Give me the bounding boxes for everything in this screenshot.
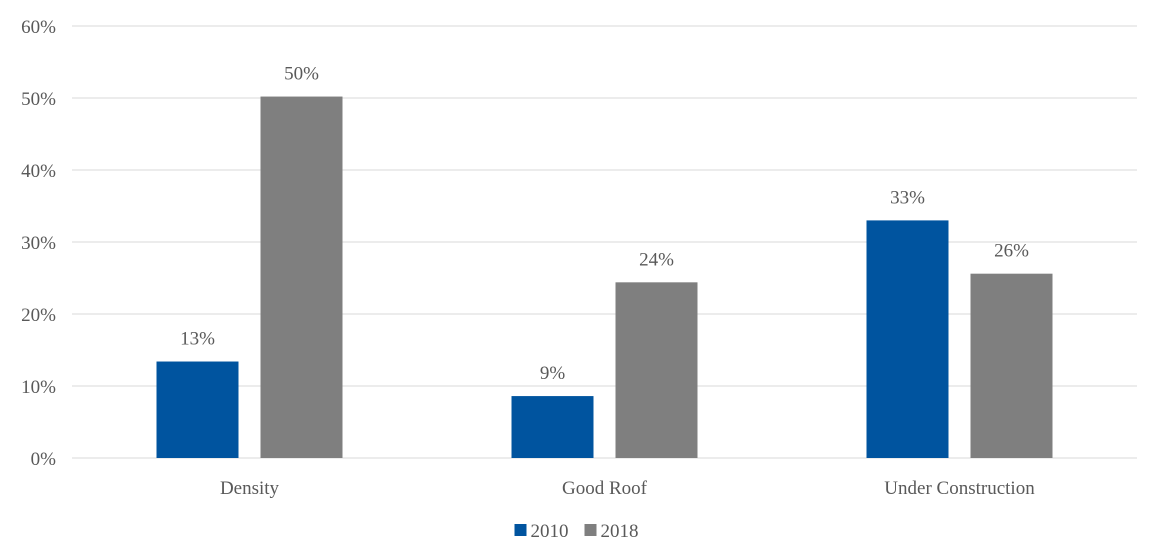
- data-labels: 13% 50% 9% 24% 33% 26%: [180, 64, 1029, 385]
- legend-swatch: [584, 524, 597, 536]
- category-label: Under Construction: [884, 478, 1035, 499]
- bars: [156, 96, 1053, 458]
- legend: 2010 2018: [514, 521, 639, 542]
- data-label: 9%: [540, 363, 566, 384]
- legend-item-2010: 2010: [514, 521, 569, 542]
- y-tick-label: 0%: [31, 449, 57, 470]
- legend-label: 2010: [531, 521, 569, 542]
- y-tick-label: 60%: [21, 17, 56, 38]
- bar-2018-under-construction: [970, 273, 1053, 458]
- y-tick-label: 30%: [21, 233, 56, 254]
- legend-label: 2018: [601, 521, 639, 542]
- bar-2018-good-roof: [615, 282, 698, 458]
- data-label: 13%: [180, 329, 215, 350]
- bar-2010-good-roof: [511, 396, 594, 458]
- data-label: 50%: [284, 64, 319, 85]
- y-tick-label: 50%: [21, 89, 56, 110]
- x-axis-categories: Density Good Roof Under Construction: [220, 478, 1035, 499]
- bar-2010-under-construction: [866, 220, 949, 458]
- bar-2010-density: [156, 361, 239, 458]
- legend-swatch: [514, 524, 527, 536]
- data-label: 33%: [890, 187, 925, 208]
- data-label: 26%: [994, 241, 1029, 262]
- bar-2018-density: [260, 96, 343, 458]
- y-axis-ticks: 0% 10% 20% 30% 40% 50% 60%: [21, 17, 56, 470]
- y-tick-label: 10%: [21, 377, 56, 398]
- y-tick-label: 20%: [21, 305, 56, 326]
- category-label: Density: [220, 478, 280, 499]
- gridlines: [72, 25, 1137, 459]
- legend-item-2018: 2018: [584, 521, 639, 542]
- category-label: Good Roof: [562, 478, 648, 499]
- y-tick-label: 40%: [21, 161, 56, 182]
- data-label: 24%: [639, 249, 674, 270]
